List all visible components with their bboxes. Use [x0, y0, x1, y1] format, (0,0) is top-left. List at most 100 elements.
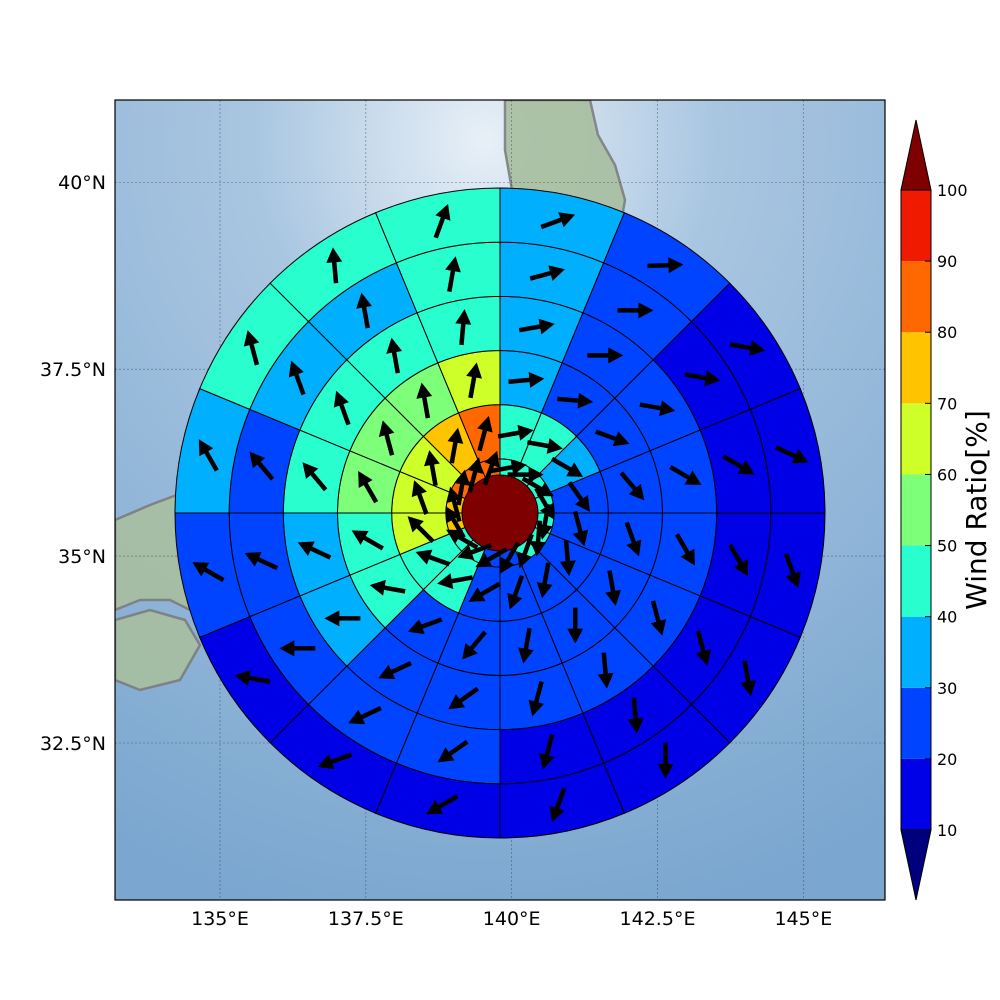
wind-arrow-r4-s11 [324, 610, 361, 627]
wind-arrow-r3-s10 [407, 617, 443, 635]
wind-arrow-r2-s11 [415, 549, 451, 567]
wind-arrow-r6-s2 [647, 257, 684, 274]
colorbar-bin-2 [901, 687, 931, 759]
wind-arrow-r3-s7 [567, 607, 584, 644]
wind-arrow-r2-s16 [477, 415, 493, 452]
wind-arrow-r1-s15 [467, 457, 483, 493]
wind-arrow-r5-s13 [249, 451, 275, 481]
wind-arrow-r1-s9 [475, 547, 508, 568]
wind-arrow-r3-s4 [619, 471, 645, 501]
colorbar-tick-label: 100 [937, 181, 968, 200]
wind-arrow-r2-s3 [550, 456, 584, 477]
colorbar-tick-label: 10 [937, 821, 957, 840]
wind-arrow-r3-s2 [557, 392, 594, 409]
wind-arrow-r3-s12 [351, 530, 384, 551]
wind-arrow-r6-s3 [729, 340, 766, 356]
wind-arrow-r1-s2 [507, 466, 544, 483]
wind-arrow-r6-s4 [774, 445, 809, 464]
wind-arrow-r4-s12 [297, 541, 332, 560]
wind-arrow-r6-s11 [234, 670, 271, 686]
wind-arrow-r6-s6 [740, 660, 757, 697]
wind-arrow-r6-s15 [326, 247, 343, 284]
wind-arrow-r5-s8 [539, 734, 555, 770]
wind-arrow-r5-s9 [437, 739, 469, 763]
colorbar-extend-top [900, 119, 932, 191]
wind-arrow-r6-s13 [198, 439, 219, 472]
wind-arrow-r5-s6 [695, 630, 712, 666]
wind-arrow-r5-s10 [348, 706, 382, 725]
colorbar-bin-4 [901, 545, 931, 617]
wind-arrow-r4-s4 [669, 465, 702, 486]
y-tick-label: 37.5°N [40, 359, 106, 381]
wind-arrow-r4-s7 [597, 652, 614, 689]
wind-arrow-r3-s1 [508, 371, 545, 388]
x-tick-label: 145°E [774, 908, 832, 930]
x-tick-label: 142.5°E [620, 908, 696, 930]
wind-arrow-r6-s7 [657, 742, 674, 779]
wind-arrow-r6-s16 [433, 203, 451, 239]
wind-arrow-r3-s15 [416, 382, 433, 419]
wind-arrow-r1-s12 [445, 506, 466, 539]
wind-arrow-r4-s1 [518, 318, 555, 335]
colorbar-outline [900, 189, 932, 831]
wind-arrow-r6-s9 [426, 794, 459, 815]
sector-r6-s16 [374, 187, 501, 264]
wind-arrow-r5-s1 [529, 265, 565, 281]
colorbar-bin-8 [901, 261, 931, 333]
wind-arrow-r2-s5 [572, 510, 589, 547]
wind-arrows [192, 203, 809, 823]
wind-arrow-r4-s6 [650, 600, 667, 636]
wind-arrow-r5-s3 [684, 370, 721, 386]
wind-arrow-r5-s14 [288, 360, 306, 396]
wind-arrow-r4-s10 [378, 660, 412, 680]
colorbar-bin-1 [901, 758, 931, 830]
colorbar-tick-label: 70 [937, 394, 957, 413]
colorbar: 10 20 30 40 50 60 70 80 90 100 [900, 119, 968, 901]
wind-arrow-r4-s3 [639, 400, 676, 417]
wind-arrow-r4-s2 [587, 347, 624, 364]
wind-arrow-r3-s14 [378, 420, 395, 456]
wind-arrow-r2-s14 [424, 450, 440, 486]
wind-arrow-r5-s7 [627, 697, 644, 734]
colorbar-bin-9 [901, 190, 931, 262]
wind-arrow-r2-s2 [527, 438, 563, 454]
colorbar-bin-3 [901, 616, 931, 688]
wind-arrow-r6-s5 [783, 553, 801, 589]
wind-arrow-r2-s8 [507, 575, 525, 610]
colorbar-bin-7 [901, 332, 931, 404]
wind-arrow-r3-s13 [358, 470, 379, 504]
colorbar-tick-label: 40 [937, 608, 957, 627]
x-tick-label: 137.5°E [328, 908, 404, 930]
colorbar-tick-label: 60 [937, 465, 957, 484]
wind-arrow-r2-s7 [536, 562, 553, 599]
colorbar-extend-bottom [900, 829, 932, 901]
land-mass [115, 608, 202, 692]
wind-arrow-r2-s12 [407, 516, 435, 544]
wind-arrow-r2-s1 [497, 424, 534, 441]
colorbar-tick-label: 90 [937, 252, 957, 271]
wind-arrow-r3-s9 [462, 630, 487, 660]
colorbar-bin-6 [901, 403, 931, 475]
wind-arrow-r5-s15 [356, 292, 372, 329]
wind-arrow-r2-s9 [468, 581, 501, 602]
wind-arrow-r3-s16 [466, 362, 482, 399]
wind-arrow-r2-s6 [559, 540, 576, 577]
colorbar-label: Wind Ratio[%] [960, 410, 993, 610]
wind-arrow-r3-s3 [594, 429, 630, 447]
wind-arrow-r1-s16 [482, 450, 500, 486]
y-tick-label: 40°N [58, 172, 106, 194]
wind-arrow-r2-s15 [447, 427, 464, 464]
sector-wedges [174, 187, 826, 839]
wind-arrow-r5-s12 [244, 552, 279, 571]
wind-arrow-r6-s14 [243, 330, 260, 366]
colorbar-tick-label: 50 [937, 537, 957, 556]
wind-arrow-r4-s13 [302, 462, 328, 492]
wind-arrow-r3-s5 [624, 521, 642, 557]
axis-ticks: 135°E 137.5°E 140°E 142.5°E 145°E 40°N 37.5°N 3… [40, 172, 832, 930]
wind-arrow-r4-s15 [386, 337, 403, 374]
colorbar-tick-label: 20 [937, 750, 957, 769]
wind-arrow-r1-s8 [499, 541, 520, 574]
wind-arrow-r4-s5 [674, 533, 695, 566]
wind-arrow-r4-s14 [333, 390, 351, 426]
